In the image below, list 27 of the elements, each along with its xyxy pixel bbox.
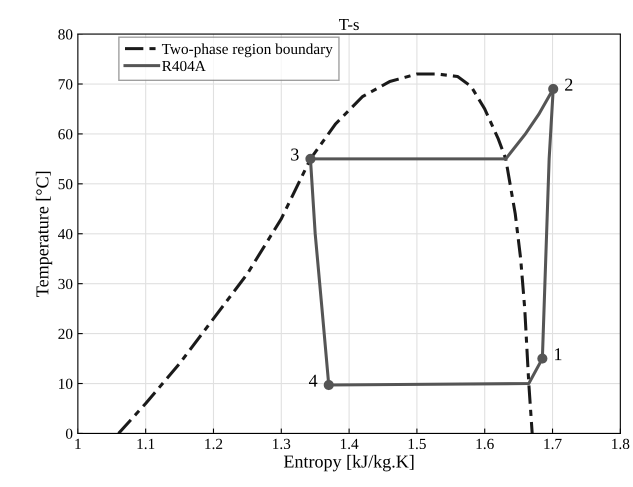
y-tick-label: 20 bbox=[58, 328, 72, 340]
x-tick-label: 1.2 bbox=[205, 438, 222, 450]
x-tick-label: 1.7 bbox=[544, 438, 562, 450]
y-tick-label: 50 bbox=[58, 178, 72, 190]
legend-label: Two-phase region boundary bbox=[162, 43, 333, 58]
x-tick-label: 1.8 bbox=[612, 438, 630, 450]
x-axis-title: Entropy [kJ/kg.K] bbox=[284, 454, 414, 472]
y-tick-label: 30 bbox=[58, 278, 72, 290]
x-tick-label: 1.3 bbox=[273, 438, 290, 450]
x-tick-label: 1.6 bbox=[476, 438, 494, 450]
x-tick-label: 1.1 bbox=[137, 438, 154, 450]
annotation: 1 bbox=[555, 348, 562, 360]
x-tick-label: 1 bbox=[75, 438, 81, 449]
y-tick-label: 40 bbox=[58, 228, 72, 240]
legend-label: R404A bbox=[162, 60, 206, 72]
y-tick-label: 10 bbox=[59, 378, 72, 389]
y-tick-label: 0 bbox=[66, 428, 72, 439]
y-tick-label: 80 bbox=[58, 29, 72, 40]
annotation: 3 bbox=[291, 148, 299, 161]
annotation: 2 bbox=[565, 78, 572, 91]
chart-title: T-s bbox=[339, 19, 359, 30]
y-tick-label: 70 bbox=[58, 79, 72, 90]
annotation: 4 bbox=[308, 374, 318, 387]
y-axis-title: Temperature [°C] bbox=[36, 172, 52, 297]
x-tick-label: 1.5 bbox=[408, 438, 426, 450]
x-tick-label: 1.4 bbox=[340, 438, 358, 450]
y-tick-label: 60 bbox=[58, 129, 72, 140]
